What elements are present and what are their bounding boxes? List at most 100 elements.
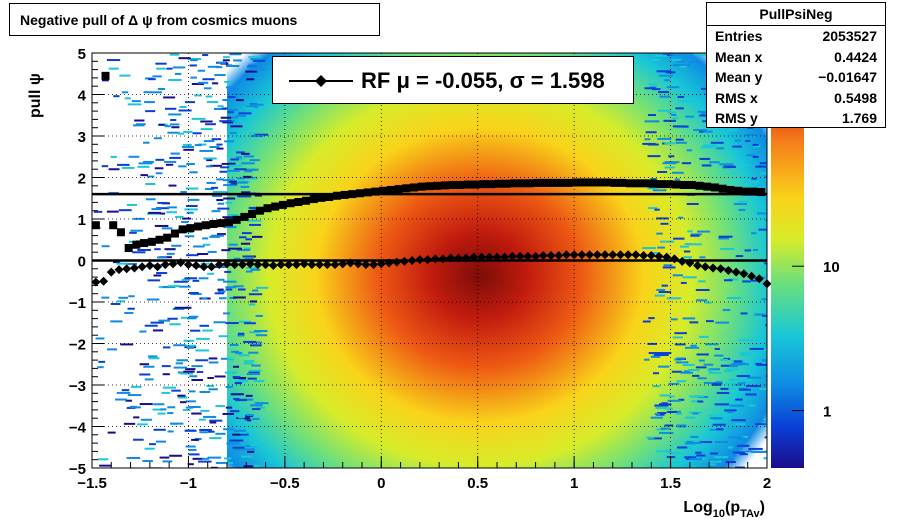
heatmap-cell: [671, 171, 684, 174]
heatmap-cell: [245, 238, 253, 241]
mean-marker: [669, 254, 679, 264]
heatmap-cell: [185, 445, 196, 448]
heatmap-cell: [243, 155, 255, 158]
mean-marker: [384, 258, 394, 268]
heatmap-cell: [161, 391, 171, 394]
heatmap-cell: [246, 266, 259, 269]
sigma-marker: [217, 219, 226, 228]
heatmap-cell: [170, 422, 184, 425]
heatmap-cell: [701, 112, 710, 115]
heatmap-cell: [667, 410, 678, 413]
heatmap-cell: [230, 135, 242, 138]
heatmap-cell: [658, 91, 670, 94]
mean-marker: [585, 250, 595, 260]
heatmap-cell: [187, 463, 194, 466]
heatmap-cell: [660, 427, 671, 430]
heatmap-cell: [236, 177, 246, 180]
sigma-marker: [278, 200, 287, 209]
heatmap-cell: [175, 216, 184, 219]
heatmap-cell: [156, 256, 167, 259]
heatmap-cell: [695, 451, 702, 454]
heatmap-cell: [139, 403, 153, 406]
heatmap-cell: [195, 349, 210, 352]
heatmap-cell: [672, 117, 679, 120]
heatmap-cell: [200, 128, 213, 131]
mean-marker: [284, 260, 294, 270]
heatmap-cell: [740, 435, 749, 438]
sigma-marker: [255, 206, 264, 215]
mean-marker: [407, 256, 417, 265]
mean-marker: [392, 257, 402, 267]
heatmap-cell: [724, 370, 734, 373]
heatmap-cell: [735, 398, 743, 401]
heatmap-cell: [250, 58, 262, 61]
heatmap-cell: [725, 382, 735, 385]
heatmap-cell: [189, 375, 198, 378]
heatmap-cell: [189, 171, 198, 174]
heatmap-cell: [139, 373, 151, 376]
heatmap-cell: [185, 400, 196, 403]
heatmap-cell: [188, 448, 197, 451]
heatmap-cell: [233, 429, 246, 432]
heatmap-cell: [238, 288, 246, 291]
heatmap-cell: [153, 428, 166, 431]
heatmap-cell: [748, 404, 756, 407]
heatmap-cell: [685, 115, 694, 118]
heatmap-cell: [654, 208, 660, 211]
heatmap-cell: [144, 447, 155, 450]
heatmap-cell: [99, 464, 112, 467]
z-tick-label: 10: [823, 259, 840, 276]
stats-label: RMS y: [715, 110, 758, 126]
heatmap-cell: [211, 234, 224, 237]
heatmap-cell: [734, 466, 745, 468]
heatmap-cell: [735, 139, 741, 142]
mean-marker: [261, 260, 271, 270]
heatmap-cell: [651, 59, 661, 62]
heatmap-cell: [665, 71, 676, 74]
legend-marker-icon: [289, 75, 353, 87]
heatmap-cell: [147, 279, 161, 282]
x-tick-label: 1.5: [660, 475, 681, 492]
heatmap-cell: [155, 62, 167, 65]
sigma-marker: [556, 178, 565, 187]
mean-marker: [492, 252, 502, 262]
heatmap-cell: [93, 210, 103, 213]
sigma-marker: [317, 193, 326, 202]
heatmap-cell: [183, 370, 195, 373]
heatmap-cell: [202, 54, 209, 57]
heatmap-cell: [182, 217, 192, 220]
sigma-marker: [456, 180, 465, 189]
heatmap-cell: [191, 379, 204, 382]
heatmap-cell: [739, 453, 748, 456]
heatmap-cell: [671, 59, 681, 62]
heatmap-cell: [178, 57, 191, 60]
heatmap-cell: [168, 113, 182, 116]
heatmap-cell: [237, 195, 252, 198]
sigma-marker: [248, 210, 257, 219]
mean-marker: [523, 251, 533, 261]
sigma-marker: [541, 178, 550, 187]
mean-marker: [461, 253, 471, 263]
heatmap-cell: [662, 162, 677, 165]
heatmap-cell: [200, 409, 210, 412]
heatmap-cell: [687, 243, 702, 246]
heatmap-cell: [197, 69, 206, 72]
heatmap-cell: [127, 394, 142, 397]
sigma-marker: [433, 181, 442, 190]
heatmap-cell: [679, 64, 691, 67]
heatmap-cell: [255, 334, 268, 337]
heatmap-cell: [143, 91, 151, 94]
heatmap-cell: [761, 172, 767, 175]
heatmap-cell: [118, 296, 129, 299]
heatmap-cell: [671, 451, 678, 454]
heatmap-cell: [203, 243, 211, 246]
heatmap-cell: [240, 242, 251, 245]
heatmap-cell: [220, 116, 232, 119]
heatmap-cell: [656, 232, 663, 235]
stats-row: RMS x 0.5498: [707, 88, 885, 109]
heatmap-cell: [166, 252, 175, 255]
heatmap-cell: [219, 120, 232, 123]
heatmap-cell: [110, 155, 117, 158]
heatmap-cell: [764, 375, 767, 378]
heatmap-cell: [703, 382, 713, 385]
